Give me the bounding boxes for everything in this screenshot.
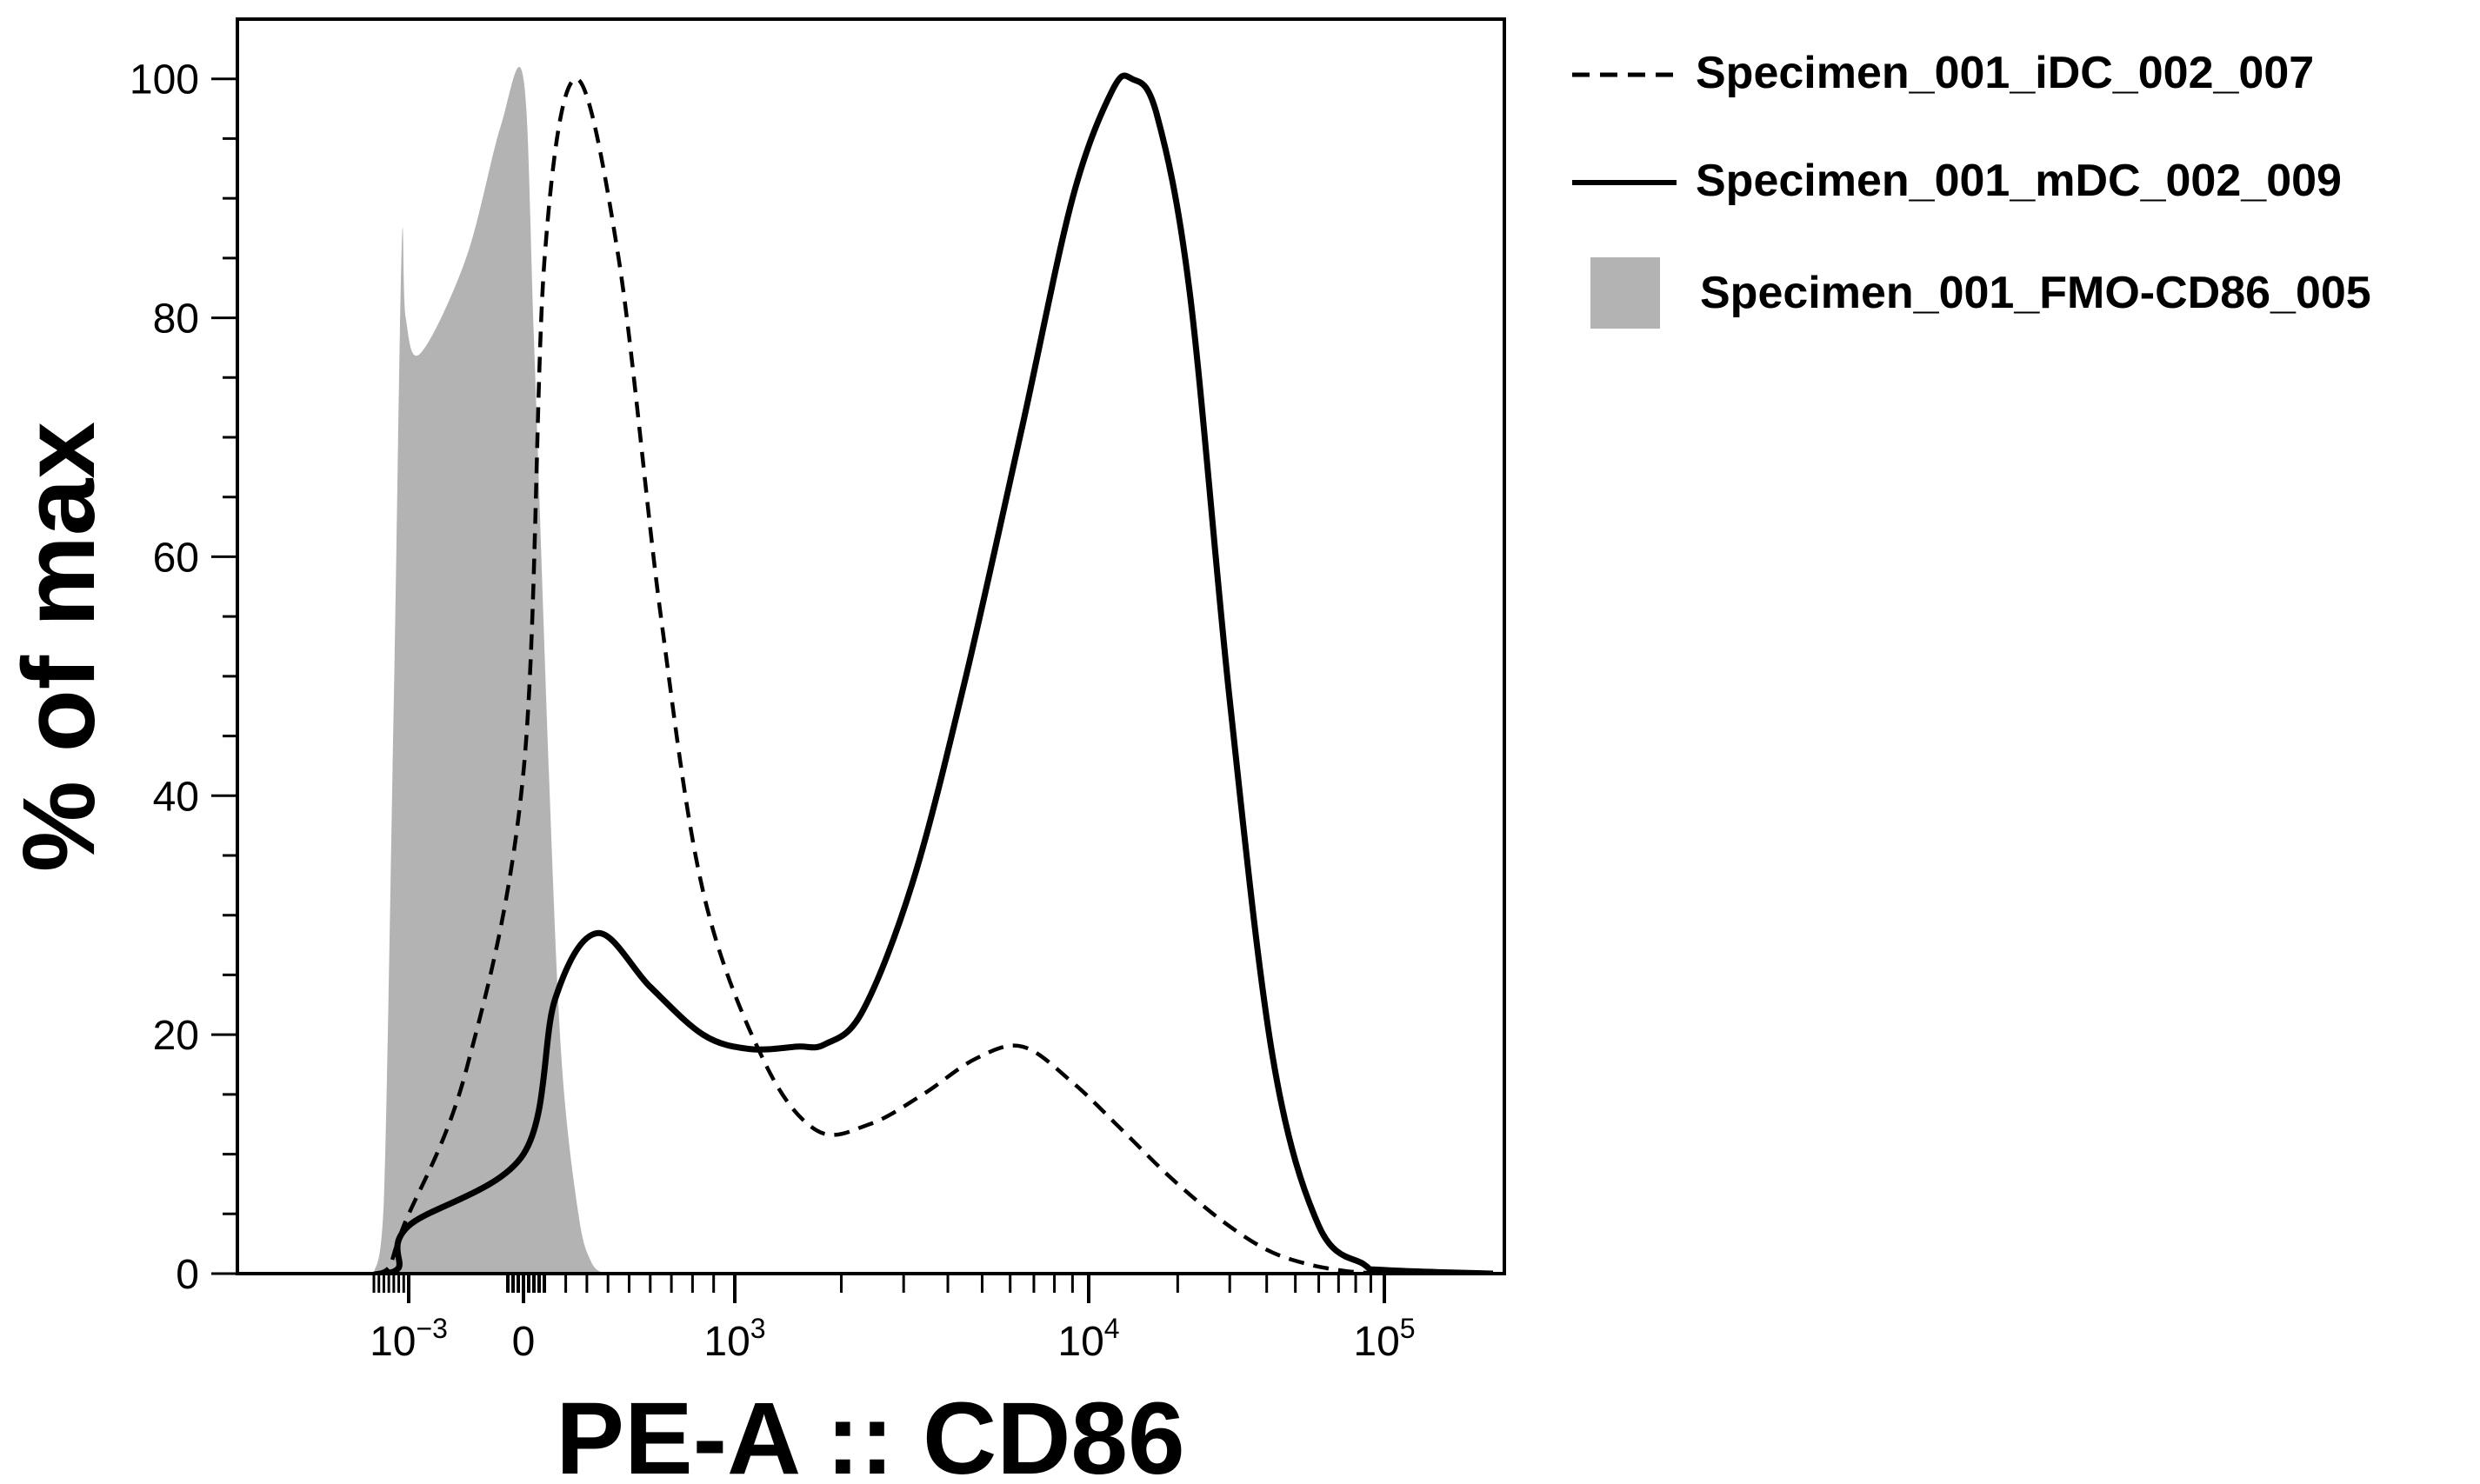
y-tick-label: 60 [153,535,199,581]
x-tick-label: 0 [512,1319,536,1365]
series-mdc-curve [383,72,1494,1274]
legend-swatch-filled [1590,257,1660,329]
legend-label-fmo: Specimen_001_FMO-CD86_005 [1700,268,2371,318]
y-tick-label: 0 [176,1252,199,1298]
y-tick-label: 100 [130,57,199,103]
y-tick-label: 20 [153,1013,199,1059]
x-axis-ticks: 10−3 0 103 104 105 [370,1274,1416,1365]
legend: Specimen_001_iDC_002_007 Specimen_001_mD… [1572,48,2371,329]
y-tick-label: 80 [153,296,199,343]
x-axis-label: PE-A :: CD86 [556,1381,1184,1480]
y-axis-ticks: 0 20 40 60 80 100 [130,57,237,1298]
series-layer [373,67,1494,1274]
x-tick-label: 105 [1353,1313,1415,1365]
x-tick-label: 10−3 [370,1313,448,1365]
x-tick-label: 103 [703,1313,765,1365]
y-axis-label: % of max [2,422,117,872]
legend-label-idc: Specimen_001_iDC_002_007 [1696,48,2314,98]
x-tick-label: 104 [1057,1313,1119,1365]
plot-frame [236,17,1506,1275]
series-fmo-area [374,67,604,1274]
legend-label-mdc: Specimen_001_mDC_002_009 [1696,156,2342,206]
series-idc-curve [373,77,1385,1274]
y-tick-label: 40 [153,774,199,820]
